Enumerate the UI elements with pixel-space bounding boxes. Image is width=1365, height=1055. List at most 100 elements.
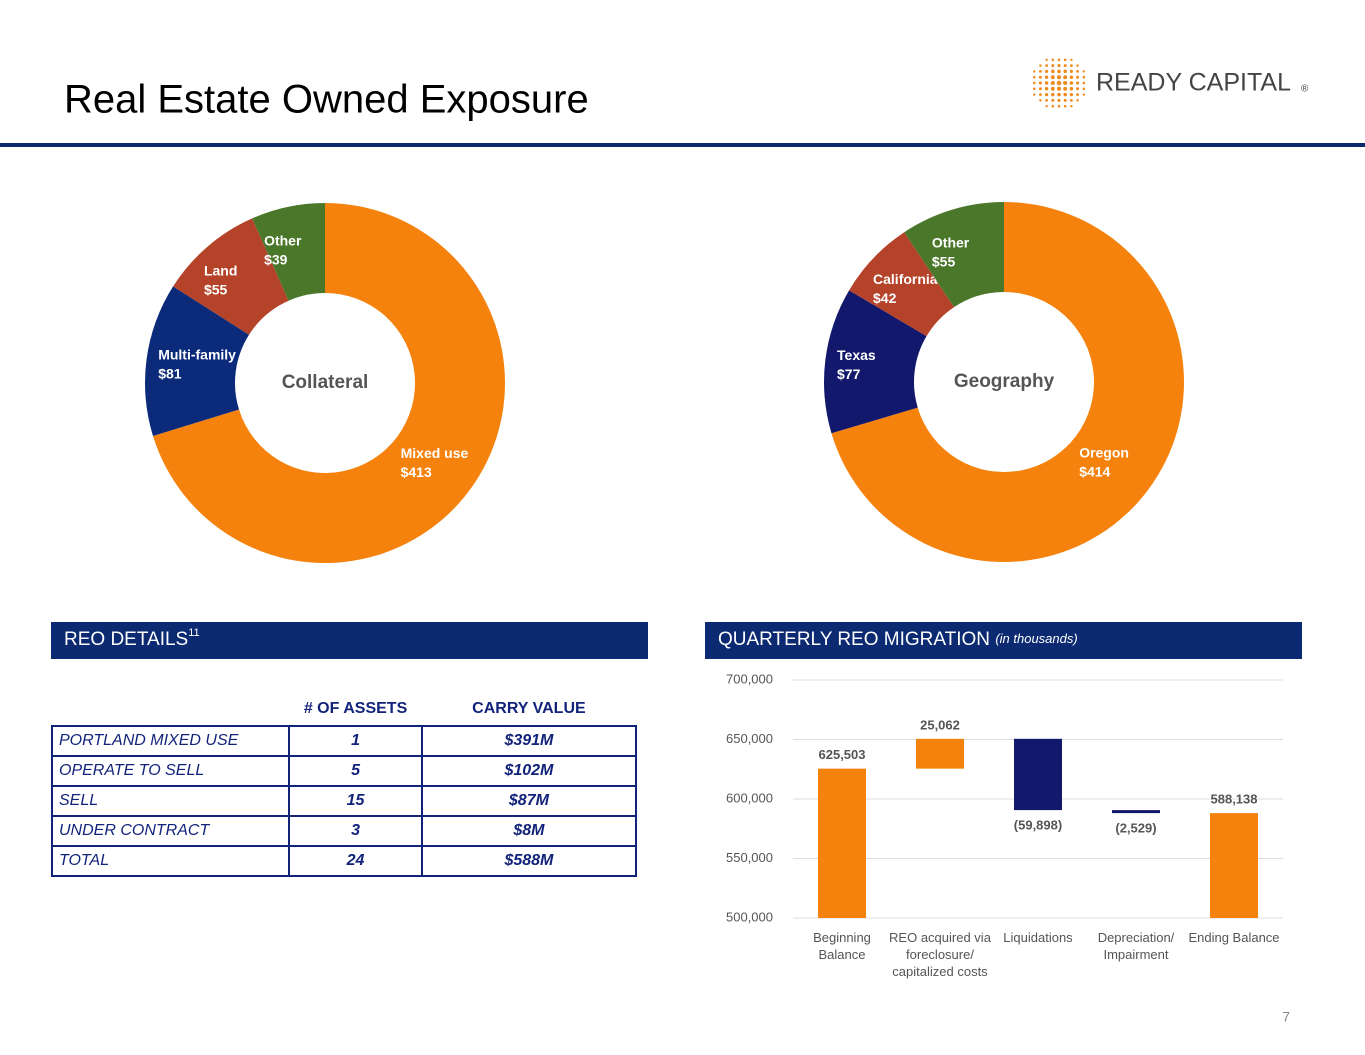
logo-dot (1033, 93, 1036, 96)
value-label: 588,138 (1211, 792, 1258, 807)
logo-dot (1050, 75, 1055, 80)
y-tick-label: 700,000 (726, 671, 773, 686)
slice-label: Multi-family (158, 347, 236, 363)
table-row: PORTLAND MIXED USE 1 $391M (50, 725, 638, 757)
table-row: UNDER CONTRACT 3 $8M (50, 815, 638, 847)
logo-dot (1051, 64, 1055, 68)
x-tick-label: REO acquired via foreclosure/ capitalize… (889, 930, 991, 979)
x-tick-label: Beginning Balance (813, 930, 871, 962)
logo-dot (1057, 104, 1061, 108)
logo-dot (1082, 70, 1085, 73)
slice-value: $39 (264, 252, 288, 268)
logo-dot (1070, 99, 1073, 102)
logo-dot (1057, 64, 1061, 68)
table-cell: TOTAL (50, 845, 291, 877)
table-cell: OPERATE TO SELL (50, 755, 291, 787)
donut-slice (252, 203, 325, 301)
logo-dot (1063, 69, 1067, 74)
logo-dot (1038, 75, 1042, 79)
y-tick-label: 500,000 (726, 909, 773, 924)
chart-title: QUARTERLY REO MIGRATION (718, 629, 990, 650)
logo-dot (1033, 70, 1036, 73)
section-title: QUARTERLY REO MIGRATION (in thousands) (718, 629, 1078, 650)
logo-dot (1045, 64, 1048, 67)
logo-dot (1032, 81, 1036, 85)
logo-dot (1063, 104, 1067, 108)
logo-dot (1063, 75, 1068, 80)
slice-label: Texas (837, 347, 876, 363)
logo-dot (1069, 69, 1073, 73)
page-number: 7 (1282, 1009, 1290, 1025)
title-rule (0, 143, 1365, 147)
table-cell: $588M (420, 845, 638, 877)
header-cell: # OF ASSETS (303, 700, 408, 717)
slice-value: $414 (1079, 463, 1110, 479)
logo-dot (1039, 99, 1042, 102)
donut-center-label: Geography (954, 371, 1055, 392)
bar (818, 768, 866, 918)
table-cell: $87M (420, 785, 638, 817)
bar (1112, 810, 1160, 814)
header-cell: CARRY VALUE (472, 700, 586, 717)
logo-text: READY CAPITAL (1096, 69, 1291, 97)
value-label: 625,503 (819, 747, 866, 762)
logo-dot (1076, 81, 1080, 85)
header-cell (52, 693, 289, 726)
slice-label: Land (204, 262, 237, 278)
bar (916, 738, 964, 769)
logo-dot (1082, 93, 1085, 96)
logo-dot (1057, 98, 1061, 102)
logo-dot (1076, 87, 1080, 91)
logo-dot (1063, 80, 1068, 86)
table-cell: 5 (288, 755, 423, 787)
table-cell: $391M (420, 725, 638, 757)
value-label: (59,898) (1014, 818, 1062, 833)
donut-slice (904, 202, 1004, 308)
logo-dot (1070, 58, 1073, 61)
slide-title: Real Estate Owned Exposure (64, 78, 589, 122)
logo-dot (1044, 81, 1049, 85)
x-tick-label: Liquidations (1003, 930, 1073, 945)
logo-dot (1070, 105, 1073, 108)
logo-dot (1076, 93, 1079, 96)
logo-dot (1069, 93, 1073, 97)
slice-label: Oregon (1079, 444, 1129, 460)
slice-value: $55 (932, 253, 956, 269)
logo-dot (1045, 93, 1049, 97)
y-tick-label: 550,000 (726, 850, 773, 865)
logo-dot (1045, 58, 1048, 61)
slice-label: Other (932, 234, 970, 250)
logo-dot (1063, 86, 1068, 91)
logo-dot (1050, 80, 1055, 86)
donut-slice (145, 286, 250, 437)
donut-slice (152, 203, 506, 563)
logo-dot (1069, 75, 1074, 79)
logo-dot (1063, 58, 1067, 62)
logo-dot (1082, 81, 1086, 85)
slice-label: Mixed use (401, 445, 469, 461)
bar (1210, 813, 1258, 918)
logo-dot (1051, 58, 1055, 62)
table-cell: PORTLAND MIXED USE (50, 725, 291, 757)
logo-dot (1039, 93, 1042, 96)
reo-table: # OF ASSETS CARRY VALUE PORTLAND MIXED U… (50, 693, 638, 877)
logo-dot (1082, 87, 1086, 91)
slice-value: $77 (837, 366, 861, 382)
bar (1014, 738, 1062, 811)
table-row: SELL 15 $87M (50, 785, 638, 817)
slice-label: Other (264, 233, 302, 249)
donut-slice (831, 202, 1184, 562)
slice-value: $55 (204, 281, 228, 297)
logo-dot (1051, 92, 1055, 97)
table-cell: 1 (288, 725, 423, 757)
section-header (51, 622, 648, 659)
logo-dot (1038, 87, 1042, 91)
y-tick-label: 600,000 (726, 790, 773, 805)
logo-dot (1063, 64, 1067, 68)
logo-dot (1076, 75, 1080, 79)
x-tick-label: Depreciation/ Impairment (1097, 930, 1175, 962)
donut-center-label: Collateral (282, 372, 369, 393)
logo-dot (1032, 87, 1036, 91)
slice-value: $42 (873, 290, 897, 306)
